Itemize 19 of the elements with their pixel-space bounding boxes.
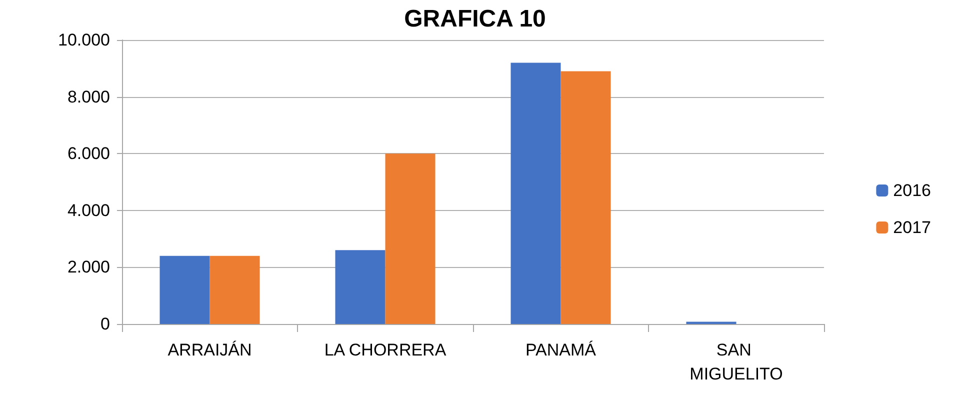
y-tick-label: 4.000 — [67, 200, 110, 220]
y-tick-label: 0 — [100, 314, 110, 334]
bar — [160, 256, 210, 324]
x-tick-label: LA CHORRERA — [324, 340, 447, 360]
x-tick-label: ARRAIJÁN — [168, 340, 252, 360]
y-tick-label: 2.000 — [67, 258, 110, 277]
legend-label: 2016 — [893, 181, 932, 200]
chart-title: GRAFICA 10 — [404, 6, 546, 32]
bar — [560, 71, 611, 324]
x-tick-label: PANAMÁ — [525, 340, 597, 360]
bar — [510, 62, 561, 324]
y-tick-label: 6.000 — [67, 144, 110, 164]
y-tick-label: 10.000 — [58, 30, 110, 50]
x-tick-label: SAN MIGUELITO — [690, 340, 783, 384]
bar — [335, 250, 386, 324]
y-tick-label: 8.000 — [67, 87, 110, 106]
legend-label: 2017 — [893, 218, 932, 237]
bar — [385, 154, 436, 324]
bar — [210, 256, 260, 324]
